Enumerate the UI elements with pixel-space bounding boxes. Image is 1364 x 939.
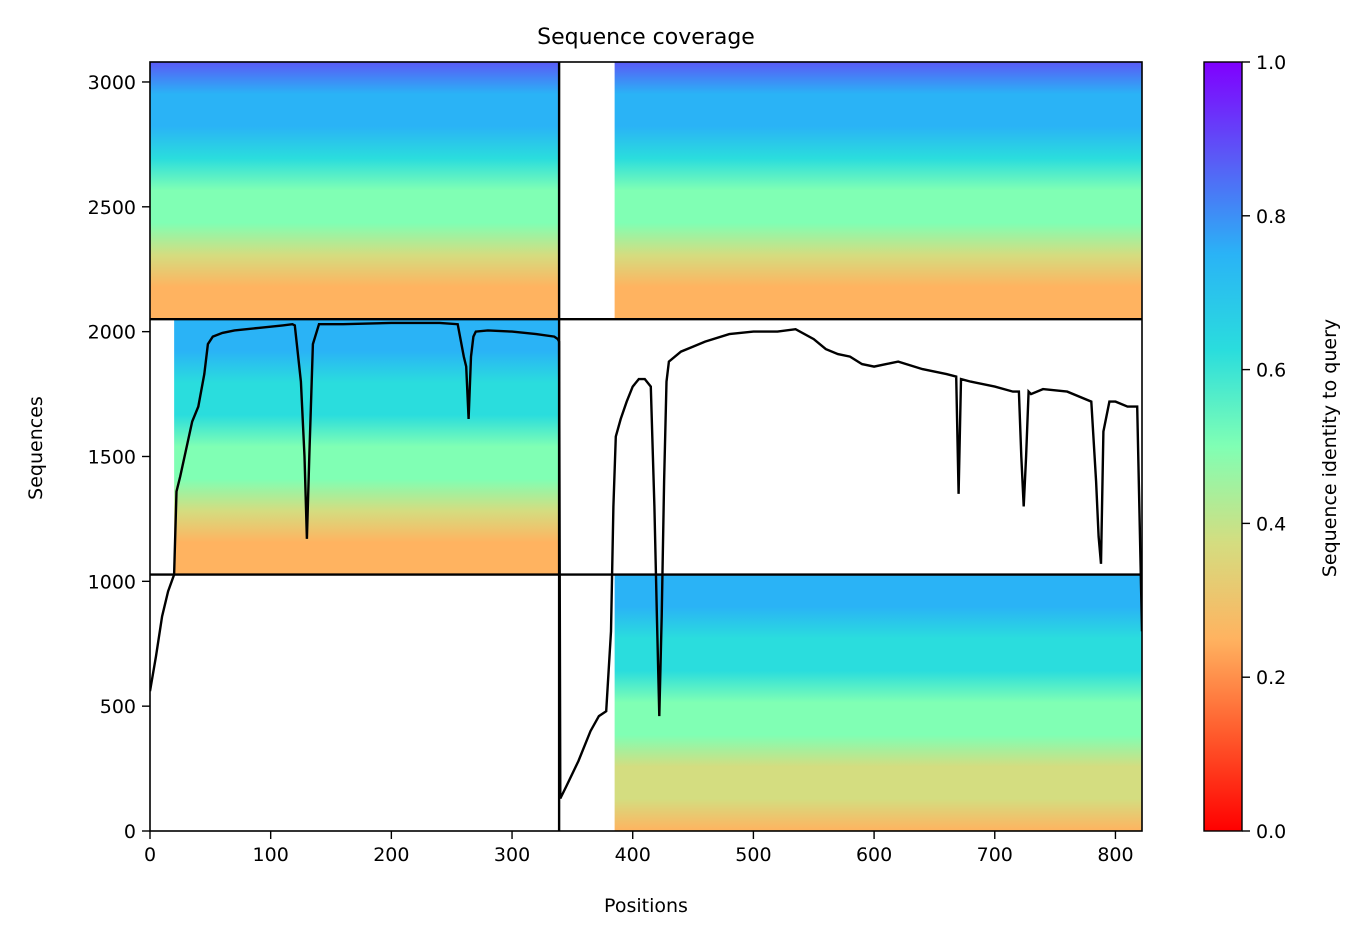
x-tick-label: 200 xyxy=(373,844,409,866)
x-tick-label: 0 xyxy=(144,844,156,866)
y-tick-label: 1000 xyxy=(88,571,136,593)
plot-area xyxy=(149,61,1143,832)
y-axis-label: Sequences xyxy=(25,396,47,500)
colorbar-label: Sequence identity to query xyxy=(1319,319,1341,577)
colorbar-tick-label: 0.4 xyxy=(1256,513,1286,535)
msa-block xyxy=(174,319,560,575)
x-tick-label: 700 xyxy=(977,844,1013,866)
x-tick-label: 300 xyxy=(494,844,530,866)
plot-frame xyxy=(149,61,1143,832)
coverage-line xyxy=(150,321,1142,800)
colorbar-tick-label: 1.0 xyxy=(1256,52,1286,74)
x-tick-label: 400 xyxy=(615,844,651,866)
colorbar-tick-label: 0.6 xyxy=(1256,360,1286,382)
colorbar-gradient xyxy=(1203,61,1243,832)
y-axis-ticks: 0 500 1000 1500 2000 2500 3000 xyxy=(88,72,150,843)
y-tick-label: 500 xyxy=(100,696,136,718)
msa-block xyxy=(614,574,1142,831)
y-tick-label: 2500 xyxy=(88,197,136,219)
colorbar-ticks: 0.0 0.2 0.4 0.6 0.8 1.0 xyxy=(1242,52,1286,843)
y-tick-label: 3000 xyxy=(88,72,136,94)
x-tick-label: 100 xyxy=(253,844,289,866)
colorbar-tick-label: 0.8 xyxy=(1256,206,1286,228)
y-tick-label: 1500 xyxy=(88,446,136,468)
chart-title: Sequence coverage xyxy=(537,25,755,50)
y-tick-label: 0 xyxy=(124,821,136,843)
msa-block xyxy=(150,62,560,320)
x-tick-label: 800 xyxy=(1097,844,1133,866)
y-tick-label: 2000 xyxy=(88,322,136,344)
msa-blocks xyxy=(150,62,1142,831)
msa-block xyxy=(614,62,1142,320)
x-axis-ticks: 0 100 200 300 400 500 600 700 800 xyxy=(144,831,1134,866)
colorbar-tick-label: 0.0 xyxy=(1256,821,1286,843)
x-tick-label: 500 xyxy=(735,844,771,866)
x-axis-label: Positions xyxy=(604,895,688,917)
colorbar-tick-label: 0.2 xyxy=(1256,667,1286,689)
x-tick-label: 600 xyxy=(856,844,892,866)
colorbar: 0.0 0.2 0.4 0.6 0.8 1.0 Sequence identity to … xyxy=(1203,52,1341,843)
